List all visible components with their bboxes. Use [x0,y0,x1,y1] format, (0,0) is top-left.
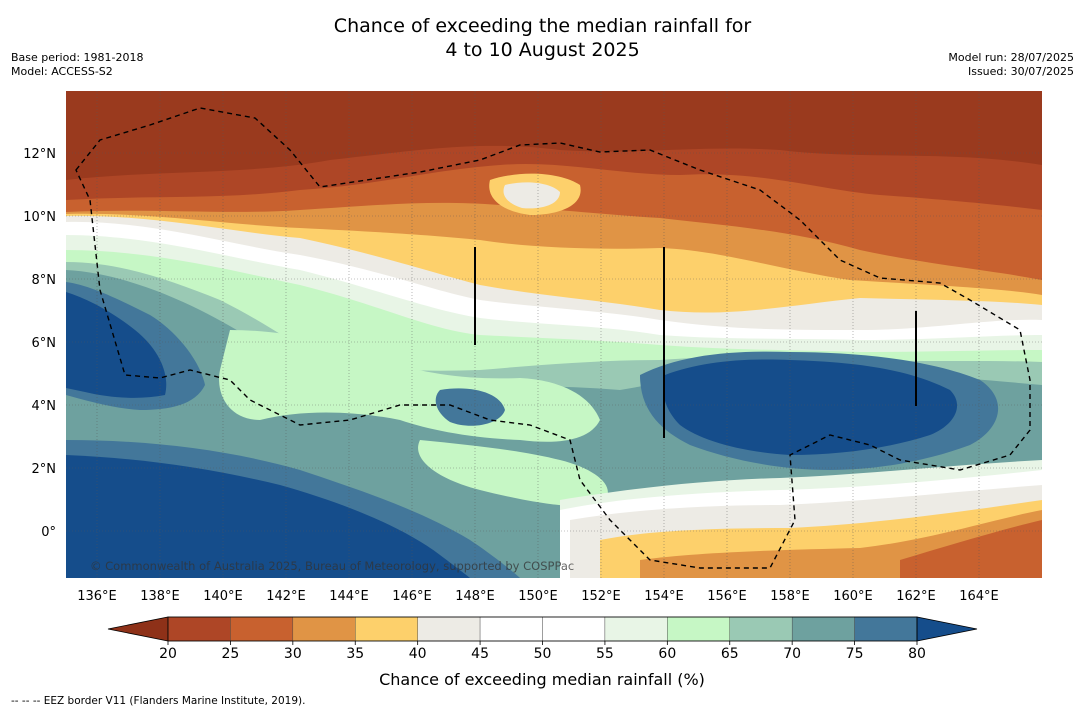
colorbar-tick-label: 20 [159,646,177,662]
colorbar-segment [604,616,668,642]
base-period: Base period: 1981-2018 [11,51,144,64]
model-info: Base period: 1981-2018 Model: ACCESS-S2 [11,51,143,79]
copyright-text: © Commonwealth of Australia 2025, Bureau… [90,559,574,573]
longitude-labels: 136°E 138°E 140°E 142°E 144°E 146°E 148°E 150°E… [77,589,999,604]
eez-legend: -- -- -- EEZ border V11 (Flanders Marine… [11,695,306,707]
over-80-east [663,359,958,455]
colorbar-segment [417,616,481,642]
station-markers [474,247,917,438]
rainfall-field [66,91,1042,578]
lon-tick-label: 164°E [959,589,999,604]
colorbar-tick-label: 75 [846,646,864,662]
colorbar-segment [667,616,730,642]
lon-tick-label: 162°E [896,589,936,604]
issued-date: Issued: 30/07/2025 [967,65,1074,78]
colorbar-segment [729,616,793,642]
lon-tick-label: 146°E [392,589,432,604]
colorbar-over-arrow [916,616,978,642]
green-tongue [219,330,600,442]
lon-tick-label: 142°E [266,589,306,604]
lon-tick-label: 158°E [770,589,810,604]
colorbar-tick-labels: 20 25 30 35 40 45 50 55 60 65 70 75 80 [159,641,926,662]
lon-tick-label: 160°E [833,589,873,604]
colorbar-tick-label: 50 [534,646,552,662]
lat-tick-label: 12°N [23,147,56,162]
green-tongue-south [418,440,608,507]
lat-tick-label: 6°N [32,336,57,351]
colorbar-tick-label: 25 [222,646,240,662]
lon-tick-label: 154°E [644,589,684,604]
colorbar-segment [167,616,231,642]
colorbar-segment [355,616,418,642]
colorbar-tick-label: 65 [721,646,739,662]
colorbar-segment [854,616,918,642]
colorbar-segment [479,616,543,642]
colorbar [107,616,978,642]
small-blue-patch [435,388,505,426]
chart-title: Chance of exceeding the median rainfall … [0,14,1085,62]
grey-blob [503,182,560,209]
lon-tick-label: 152°E [581,589,621,604]
lon-tick-label: 140°E [203,589,243,604]
run-info: Model run: 28/07/2025 Issued: 30/07/2025 [948,51,1074,79]
colorbar-tick-label: 80 [908,646,926,662]
lon-tick-label: 150°E [518,589,558,604]
colorbar-label: Chance of exceeding median rainfall (%) [379,670,705,689]
se-dark [900,520,1042,578]
colorbar-under-arrow [107,616,169,642]
colorbar-tick-label: 40 [409,646,427,662]
lon-tick-label: 144°E [329,589,369,604]
lon-tick-label: 156°E [707,589,747,604]
lon-tick-label: 136°E [77,589,117,604]
colorbar-tick-label: 45 [471,646,489,662]
colorbar-tick-label: 60 [658,646,676,662]
colorbar-tick-label: 70 [783,646,801,662]
colorbar-segment [292,616,356,642]
latitude-labels: 12°N 10°N 8°N 6°N 4°N 2°N 0° [23,147,56,540]
eez-border [75,107,1031,569]
over-80-south [66,455,470,578]
lat-tick-label: 4°N [32,399,57,414]
colorbar-segment [230,616,294,642]
lat-tick-label: 8°N [32,273,57,288]
colorbar-tick-label: 35 [346,646,364,662]
colorbar-tick-label: 55 [596,646,614,662]
model-run-date: Model run: 28/07/2025 [948,51,1074,64]
lat-tick-label: 2°N [32,462,57,477]
lon-tick-label: 138°E [140,589,180,604]
title-line-1: Chance of exceeding the median rainfall … [333,15,752,37]
lon-tick-label: 148°E [455,589,495,604]
colorbar-segment [791,616,855,642]
lat-tick-label: 0° [41,525,56,540]
colorbar-tick-label: 30 [284,646,302,662]
model-name: Model: ACCESS-S2 [11,65,113,78]
colorbar-segment [542,616,606,642]
title-line-2: 4 to 10 August 2025 [445,39,640,61]
lat-tick-label: 10°N [23,210,56,225]
